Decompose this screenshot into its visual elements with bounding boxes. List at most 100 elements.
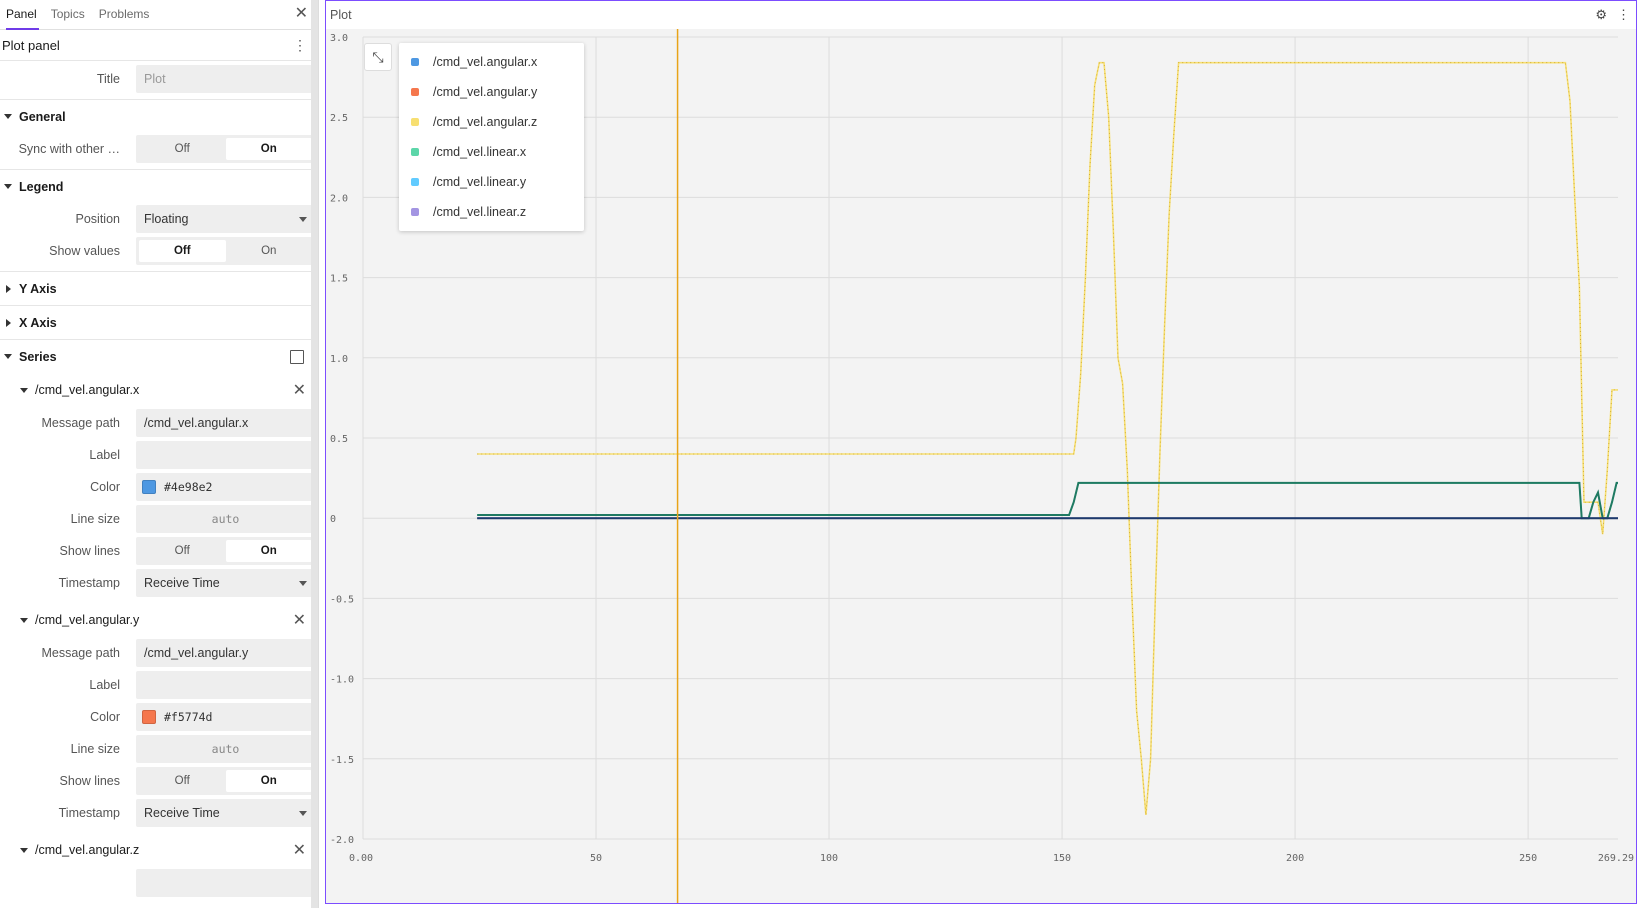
title-row: Title Plot: [0, 63, 318, 95]
kebab-icon[interactable]: ⋮: [1617, 7, 1630, 22]
show-lines-toggle: Off On: [136, 537, 315, 565]
section-legend[interactable]: Legend: [0, 169, 318, 203]
section-x-axis[interactable]: X Axis: [0, 305, 318, 339]
section-legend-label: Legend: [19, 179, 64, 194]
timestamp-value: Receive Time: [144, 806, 220, 820]
plot-toolbar: ⚙ ⋮: [1595, 7, 1630, 23]
tab-panel[interactable]: Panel: [0, 7, 45, 30]
remove-series-icon[interactable]: ✕: [292, 842, 306, 859]
sidebar-tabbar: Panel Topics Problems ✕: [0, 0, 318, 30]
chevron-down-icon: [20, 617, 28, 623]
line-size-row: Line size auto: [0, 503, 318, 535]
position-select[interactable]: Floating: [136, 205, 315, 233]
label-row: Label: [0, 439, 318, 471]
show-lines-on-option[interactable]: On: [225, 540, 312, 562]
sidebar-scrollbar[interactable]: [311, 0, 318, 908]
tab-problems[interactable]: Problems: [98, 7, 150, 21]
legend-item[interactable]: /cmd_vel.linear.y: [399, 167, 584, 197]
color-swatch[interactable]: [142, 710, 156, 724]
plot-title-bar: Plot: [326, 1, 1636, 29]
color-input[interactable]: #4e98e2: [136, 473, 315, 501]
sync-off-option[interactable]: Off: [174, 143, 190, 155]
label-label: Label: [89, 678, 120, 692]
plot-title: Plot: [330, 8, 352, 22]
section-general[interactable]: General: [0, 99, 318, 133]
show-lines-off-option[interactable]: Off: [174, 545, 190, 557]
position-label: Position: [75, 212, 120, 226]
tab-topics[interactable]: Topics: [50, 7, 85, 21]
legend-color-icon: [411, 178, 419, 186]
panel-title: Plot panel: [2, 37, 60, 53]
legend-label: /cmd_vel.angular.x: [433, 55, 538, 69]
color-input[interactable]: #f5774d: [136, 703, 315, 731]
legend-label: /cmd_vel.angular.z: [433, 115, 538, 129]
caret-down-icon: [299, 580, 307, 586]
series-name: /cmd_vel.angular.z: [35, 843, 140, 857]
chevron-down-icon: [20, 387, 28, 393]
title-label: Title: [96, 72, 120, 86]
color-swatch[interactable]: [142, 480, 156, 494]
legend-item[interactable]: /cmd_vel.angular.z: [399, 107, 584, 137]
series-header[interactable]: /cmd_vel.angular.x ✕: [0, 373, 318, 407]
chevron-right-icon: [6, 318, 11, 327]
legend-item[interactable]: /cmd_vel.linear.x: [399, 137, 584, 167]
timestamp-select[interactable]: Receive Time: [136, 799, 315, 827]
chevron-down-icon: [4, 184, 12, 189]
close-icon[interactable]: ✕: [294, 5, 308, 22]
section-series-label: Series: [19, 349, 57, 364]
show-lines-label: Show lines: [59, 544, 120, 558]
legend-label: /cmd_vel.linear.x: [433, 145, 527, 159]
position-row: Position Floating: [0, 203, 318, 235]
sync-toggle: Off On: [136, 135, 315, 163]
message-path-input[interactable]: [136, 869, 315, 897]
y-tick-label: -0.5: [330, 594, 354, 605]
show-lines-toggle: Off On: [136, 767, 315, 795]
color-value: #4e98e2: [164, 480, 213, 494]
section-y-axis[interactable]: Y Axis: [0, 271, 318, 305]
y-tick-label: 0.5: [330, 434, 348, 445]
legend-label: /cmd_vel.linear.y: [433, 175, 527, 189]
timestamp-select[interactable]: Receive Time: [136, 569, 315, 597]
message-path-input[interactable]: /cmd_vel.angular.x: [136, 409, 315, 437]
legend-color-icon: [411, 148, 419, 156]
remove-series-icon[interactable]: ✕: [292, 612, 306, 629]
section-x-axis-label: X Axis: [19, 315, 57, 330]
series-name: /cmd_vel.angular.x: [35, 383, 140, 397]
legend-color-icon: [411, 58, 419, 66]
show-lines-off-option[interactable]: Off: [174, 775, 190, 787]
label-input[interactable]: [136, 441, 315, 469]
plot-chart[interactable]: 3.0 2.5 2.0 1.5 1.0 0.5 0 -0.5 -1.0 -1.5 -2.0 0.00 5…: [326, 29, 1635, 903]
legend-label: /cmd_vel.angular.y: [433, 85, 538, 99]
section-series[interactable]: Series: [0, 339, 318, 373]
panel-menu-icon[interactable]: ⋮: [293, 36, 307, 53]
title-input[interactable]: Plot: [136, 65, 315, 93]
remove-series-icon[interactable]: ✕: [292, 382, 306, 399]
show-lines-label: Show lines: [59, 774, 120, 788]
show-values-off-option[interactable]: Off: [139, 240, 226, 262]
legend-item[interactable]: /cmd_vel.angular.x: [399, 47, 584, 77]
chevron-right-icon: [6, 284, 11, 293]
legend-item[interactable]: /cmd_vel.linear.z: [399, 197, 584, 227]
show-values-on-option[interactable]: On: [261, 245, 277, 257]
chevron-down-icon: [20, 847, 28, 853]
legend-item[interactable]: /cmd_vel.angular.y: [399, 77, 584, 107]
floating-legend: /cmd_vel.angular.x/cmd_vel.angular.y/cmd…: [399, 43, 584, 231]
message-path-input[interactable]: /cmd_vel.angular.y: [136, 639, 315, 667]
show-lines-on-option[interactable]: On: [225, 770, 312, 792]
color-label: Color: [90, 710, 120, 724]
sync-on-option[interactable]: On: [225, 138, 312, 160]
label-input[interactable]: [136, 671, 315, 699]
line-size-input[interactable]: auto: [136, 505, 315, 533]
collapse-icon[interactable]: ⤡: [364, 43, 392, 71]
series-name: /cmd_vel.angular.y: [35, 613, 140, 627]
gear-icon[interactable]: ⚙: [1595, 7, 1607, 22]
series-header[interactable]: /cmd_vel.angular.y ✕: [0, 603, 318, 637]
series-line: [477, 61, 1618, 815]
add-series-icon[interactable]: [290, 349, 304, 364]
message-path-row: Message path /cmd_vel.angular.y: [0, 637, 318, 669]
series-header[interactable]: /cmd_vel.angular.z ✕: [0, 833, 318, 867]
x-tick-label: 200: [1286, 853, 1304, 864]
sync-row: Sync with other … Off On: [0, 133, 318, 165]
line-size-input[interactable]: auto: [136, 735, 315, 763]
x-tick-label: 150: [1053, 853, 1071, 864]
